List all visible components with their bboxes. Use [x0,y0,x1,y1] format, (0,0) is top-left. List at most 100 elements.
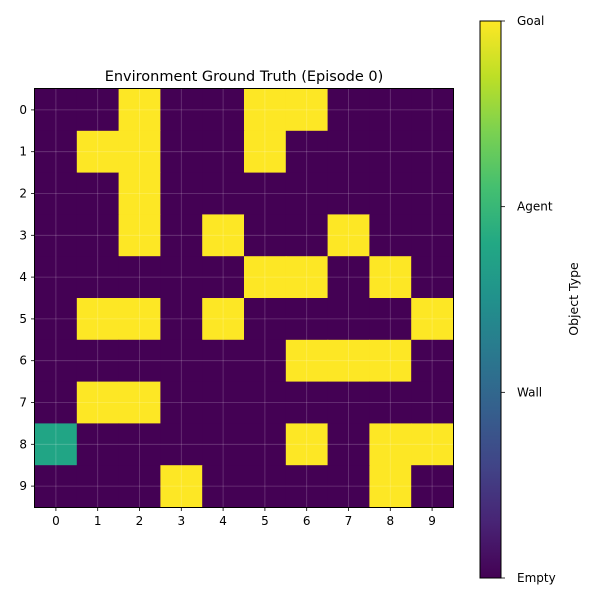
colorbar-ticks: Empty Wall Agent Goal [501,14,556,585]
cell-3-2 [118,214,161,257]
cell-3-7 [327,214,370,257]
cell-9-6 [285,465,329,508]
x-tick-label: 3 [177,514,185,528]
y-tick-label: 0 [19,103,27,117]
x-tick-label: 4 [219,514,227,528]
cell-1-5 [244,130,287,174]
cell-4-0 [35,256,78,299]
cell-2-6 [285,172,329,215]
cell-8-2 [118,423,161,466]
y-axis: 0 1 2 3 4 5 6 7 8 9 [19,103,35,493]
cell-2-2 [118,172,161,215]
cell-9-1 [76,465,120,508]
cell-4-1 [76,256,120,299]
y-tick-label: 7 [19,396,27,410]
x-axis: 0 1 2 3 4 5 6 7 8 9 [52,507,436,528]
colorbar-tick-label: Goal [517,14,544,28]
cell-2-7 [327,172,370,215]
cell-3-3 [160,214,203,257]
cell-1-0 [35,130,78,174]
cell-4-9 [411,256,454,299]
cell-2-4 [202,172,245,215]
cell-1-7 [327,130,370,174]
cell-3-4 [202,214,245,257]
cell-0-9 [411,89,454,132]
cell-8-1 [76,423,120,466]
cell-6-2 [118,339,161,383]
cell-3-6 [285,214,329,257]
heatmap-cells [35,89,454,508]
cell-8-7 [327,423,370,466]
cell-1-2 [118,130,161,174]
cell-2-5 [244,172,287,215]
cell-9-2 [118,465,161,508]
y-tick-label: 3 [19,228,27,242]
cell-5-3 [160,298,203,341]
plot-frame [34,88,454,508]
colorbar-gradient [479,20,502,579]
cell-1-6 [285,130,329,174]
y-tick-label: 4 [19,270,27,284]
cell-0-2 [118,89,161,132]
cell-1-4 [202,130,245,174]
cell-9-3 [160,465,203,508]
cell-0-7 [327,89,370,132]
cell-5-4 [202,298,245,341]
cell-9-8 [369,465,412,508]
cell-4-8 [369,256,412,299]
cell-7-9 [411,381,454,424]
cell-0-8 [369,89,412,132]
cell-2-1 [76,172,120,215]
cell-5-2 [118,298,161,341]
cell-5-5 [244,298,287,341]
cell-0-1 [76,89,120,132]
cell-0-3 [160,89,203,132]
cell-1-8 [369,130,412,174]
cell-5-8 [369,298,412,341]
cell-0-6 [285,89,329,132]
cell-9-9 [411,465,454,508]
cell-6-7 [327,339,370,383]
cell-1-9 [411,130,454,174]
colorbar: Empty Wall Agent Goal Object Type [479,14,581,585]
cell-9-7 [327,465,370,508]
cell-8-9 [411,423,454,466]
cell-2-3 [160,172,203,215]
cell-8-4 [202,423,245,466]
y-tick-label: 9 [19,479,27,493]
cell-4-6 [285,256,329,299]
colorbar-tick-label: Wall [517,385,542,399]
cell-6-0 [35,339,78,383]
cell-8-0 [35,423,78,466]
x-tick-label: 7 [345,514,353,528]
colorbar-tick-label: Agent [517,200,553,214]
cell-9-0 [35,465,78,508]
x-tick-label: 1 [94,514,102,528]
y-tick-label: 8 [19,437,27,451]
cell-5-9 [411,298,454,341]
chart-title: Environment Ground Truth (Episode 0) [105,69,384,85]
cell-7-8 [369,381,412,424]
cell-2-8 [369,172,412,215]
cell-6-1 [76,339,120,383]
cell-5-6 [285,298,329,341]
x-tick-label: 8 [386,514,394,528]
cell-7-2 [118,381,161,424]
colorbar-tick-label: Empty [517,571,556,585]
cell-6-3 [160,339,203,383]
y-tick-label: 6 [19,354,27,368]
cell-7-6 [285,381,329,424]
cell-5-0 [35,298,78,341]
cell-4-5 [244,256,287,299]
cell-8-8 [369,423,412,466]
cell-2-0 [35,172,78,215]
cell-6-9 [411,339,454,383]
cell-4-3 [160,256,203,299]
y-tick-label: 2 [19,187,27,201]
cell-6-8 [369,339,412,383]
colorbar-label: Object Type [566,262,581,336]
cell-4-4 [202,256,245,299]
cell-8-5 [244,423,287,466]
y-tick-label: 1 [19,145,27,159]
x-tick-label: 5 [261,514,269,528]
